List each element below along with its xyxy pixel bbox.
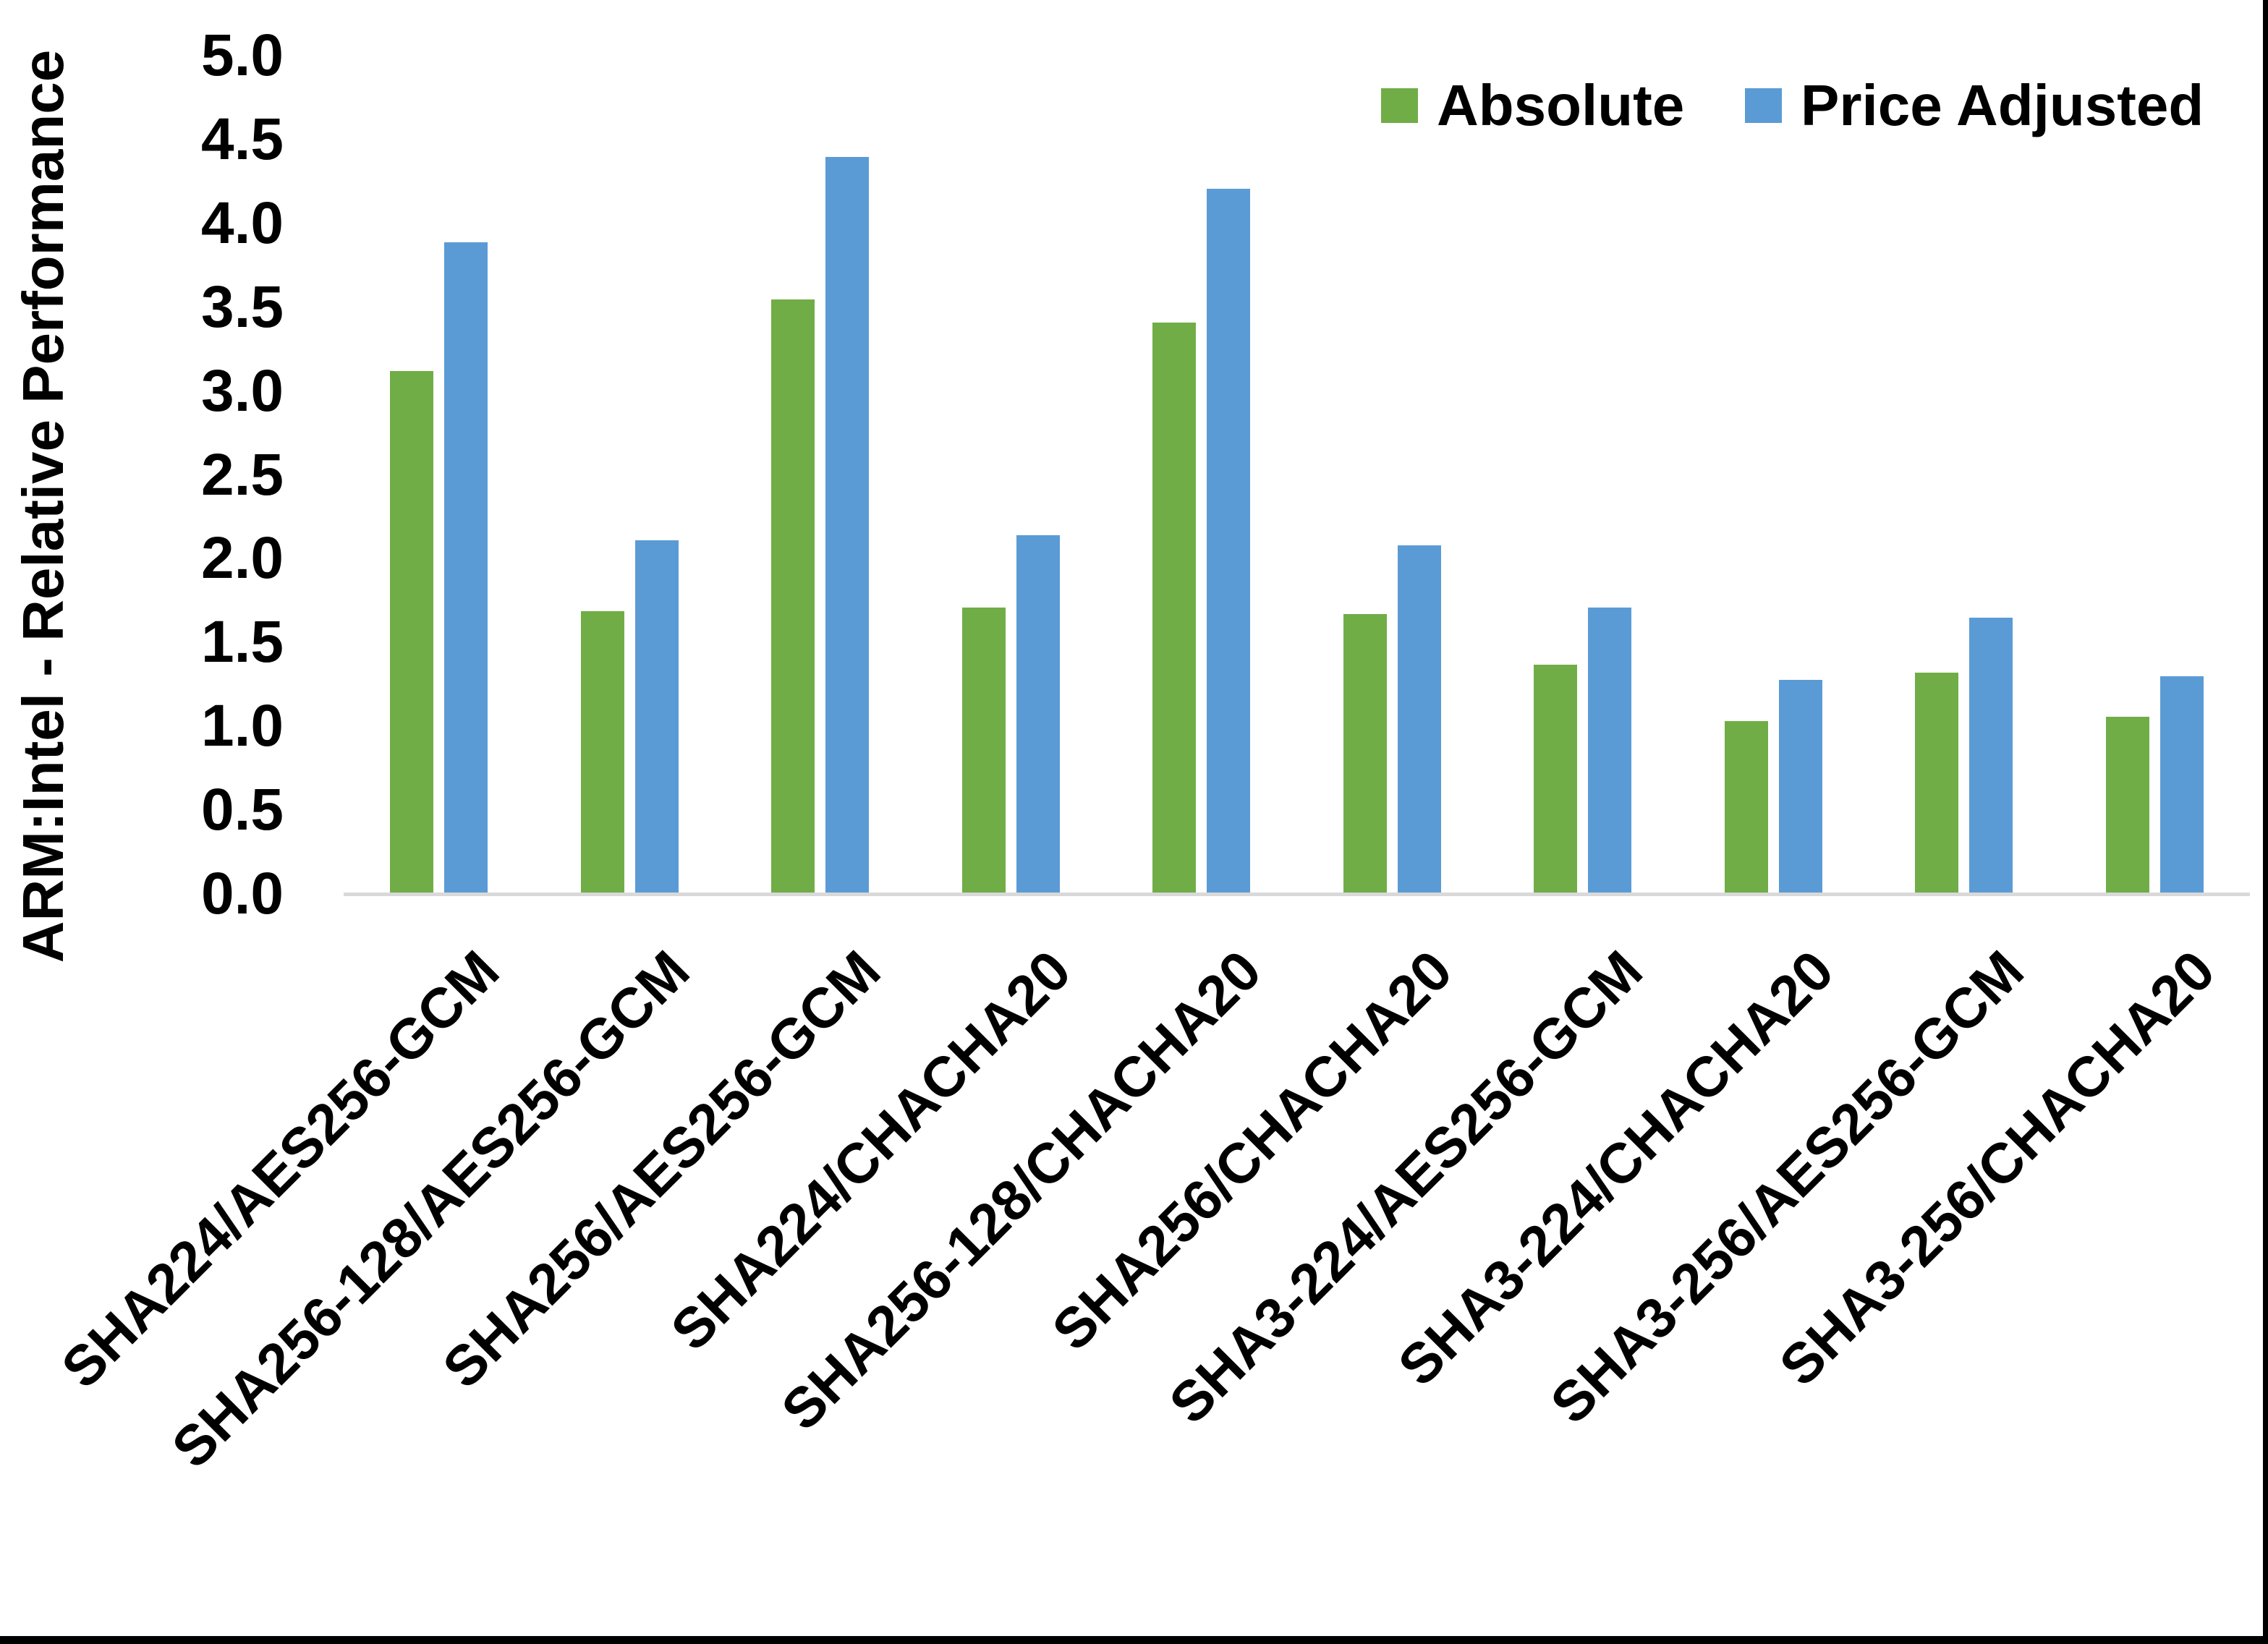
bar-absolute <box>1343 614 1387 894</box>
legend-item-absolute: Absolute <box>1381 69 1684 142</box>
legend-swatch-absolute <box>1381 88 1418 123</box>
bar-absolute <box>1915 673 1959 894</box>
bar-absolute <box>390 371 434 894</box>
bar-price-adjusted <box>2159 676 2204 894</box>
legend-item-price-adjusted: Price Adjusted <box>1745 69 2204 142</box>
y-tick-label: 4.0 <box>201 189 284 256</box>
bar-group <box>344 0 535 894</box>
frame-border-bottom <box>0 1636 2268 1644</box>
y-tick-label: 1.0 <box>201 693 284 759</box>
bar-price-adjusted <box>1016 535 1060 894</box>
y-tick-label: 3.0 <box>201 357 284 424</box>
bar-group <box>1869 0 2060 894</box>
y-tick-label: 0.5 <box>201 777 284 843</box>
y-tick-label: 4.5 <box>201 106 284 172</box>
bar-price-adjusted <box>634 540 679 894</box>
bar-price-adjusted <box>825 157 870 894</box>
y-tick-label: 0.0 <box>201 861 284 927</box>
x-axis-line <box>344 893 2250 896</box>
bar-absolute <box>2105 717 2149 894</box>
bar-absolute <box>1152 323 1197 894</box>
bar-price-adjusted <box>1207 189 1251 894</box>
bar-price-adjusted <box>1969 618 2013 894</box>
bar-group <box>1487 0 1678 894</box>
y-tick-label: 1.5 <box>201 609 284 676</box>
bar-absolute <box>1534 665 1578 894</box>
bar-price-adjusted <box>1588 608 1632 894</box>
bar-absolute <box>771 299 815 894</box>
y-tick-label: 2.0 <box>201 525 284 592</box>
y-tick-label: 2.5 <box>201 441 284 508</box>
legend-label-absolute: Absolute <box>1437 73 1685 137</box>
plot-area <box>344 0 2250 894</box>
y-axis-title: ARM:Intel - Relative Performance <box>11 49 75 963</box>
bar-group <box>535 0 726 894</box>
bar-group <box>1678 0 1869 894</box>
bar-price-adjusted <box>444 242 488 894</box>
legend-swatch-price-adjusted <box>1745 88 1782 123</box>
bar-group <box>916 0 1107 894</box>
bar-absolute <box>1724 721 1768 894</box>
bar-group <box>1106 0 1297 894</box>
frame-border-right <box>2263 0 2268 1644</box>
legend-label-price-adjusted: Price Adjusted <box>1801 73 2204 137</box>
bar-group <box>2060 0 2251 894</box>
y-tick-label: 5.0 <box>201 22 284 88</box>
bar-absolute <box>580 611 624 894</box>
y-tick-label: 3.5 <box>201 273 284 340</box>
legend: Absolute Price Adjusted <box>0 69 2268 142</box>
bar-price-adjusted <box>1778 680 1822 894</box>
bar-group <box>725 0 916 894</box>
bar-absolute <box>961 608 1006 894</box>
bar-group <box>1297 0 1488 894</box>
bar-price-adjusted <box>1397 545 1441 894</box>
